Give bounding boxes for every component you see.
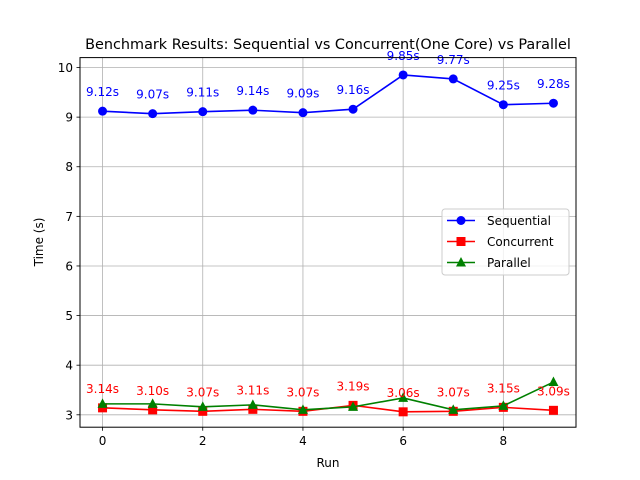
data-label: 3.09s — [537, 384, 570, 398]
y-tick-label: 6 — [65, 259, 73, 273]
square-marker — [148, 405, 158, 415]
data-label: 3.07s — [186, 385, 219, 399]
series-parallel — [97, 376, 559, 414]
triangle-marker — [456, 257, 466, 267]
y-tick-label: 7 — [65, 210, 73, 224]
data-label: 9.07s — [136, 88, 169, 102]
data-label: 9.11s — [186, 86, 219, 100]
data-label: 3.19s — [337, 379, 370, 393]
triangle-marker — [498, 400, 509, 410]
chart-title: Benchmark Results: Sequential vs Concurr… — [85, 37, 571, 53]
circle-marker — [298, 108, 308, 118]
y-tick-label: 9 — [65, 111, 73, 125]
data-label: 9.12s — [86, 85, 119, 99]
circle-marker — [348, 104, 358, 114]
data-label: 3.10s — [136, 384, 169, 398]
square-marker — [548, 405, 558, 415]
circle-marker — [198, 107, 208, 117]
data-labels: 9.12s 9.07s 9.11s 9.14s 9.09s 9.16s 9.85s 9.77s… — [86, 49, 570, 400]
triangle-marker — [448, 404, 459, 414]
series-layer — [97, 70, 559, 417]
square-marker — [398, 407, 408, 417]
y-tick-label: 10 — [58, 61, 73, 75]
legend: Sequential Concurrent Parallel — [441, 208, 570, 276]
circle-marker — [398, 70, 408, 80]
data-label: 9.25s — [487, 79, 520, 93]
circle-marker — [448, 74, 458, 84]
triangle-marker — [297, 404, 308, 414]
data-label: 9.09s — [286, 87, 319, 101]
x-tick-label: 4 — [299, 434, 307, 448]
data-label: 3.14s — [86, 382, 119, 396]
legend-label: Sequential — [487, 214, 551, 228]
triangle-marker — [348, 401, 359, 411]
circle-marker — [98, 106, 108, 116]
triangle-marker — [398, 392, 409, 402]
data-label: 9.14s — [236, 84, 269, 98]
y-tick-label: 5 — [65, 309, 73, 323]
x-axis-ticks: 0 2 4 6 8 — [99, 427, 507, 448]
data-label: 3.15s — [487, 381, 520, 395]
legend-item-concurrent: Concurrent — [447, 235, 554, 249]
square-marker — [456, 237, 466, 246]
x-tick-label: 8 — [500, 434, 508, 448]
y-axis-ticks: 3 4 5 6 7 8 9 10 — [58, 61, 80, 422]
x-tick-label: 2 — [199, 434, 207, 448]
triangle-marker — [147, 398, 158, 408]
triangle-marker — [247, 399, 258, 409]
y-axis-label: Time (s) — [32, 218, 46, 268]
y-tick-label: 3 — [65, 408, 73, 422]
square-marker — [248, 404, 258, 414]
x-axis-label: Run — [316, 456, 339, 470]
data-label: 3.06s — [387, 386, 420, 400]
x-tick-label: 6 — [399, 434, 407, 448]
legend-item-parallel: Parallel — [447, 256, 531, 270]
series-sequential — [98, 70, 558, 119]
data-label: 3.07s — [286, 385, 319, 399]
data-label: 9.28s — [537, 77, 570, 91]
y-tick-label: 4 — [65, 359, 73, 373]
data-label: 3.07s — [437, 385, 470, 399]
circle-marker — [456, 216, 466, 225]
circle-marker — [548, 98, 558, 108]
plot-frame — [79, 57, 577, 428]
circle-marker — [148, 109, 158, 119]
y-tick-label: 8 — [65, 160, 73, 174]
series-line — [102, 74, 554, 115]
legend-label: Concurrent — [487, 235, 554, 249]
data-label: 9.85s — [387, 49, 420, 63]
series-line — [102, 381, 554, 411]
data-label: 9.16s — [337, 83, 370, 97]
legend-box — [441, 208, 570, 276]
data-label: 9.77s — [437, 53, 470, 67]
triangle-marker — [197, 401, 208, 411]
circle-marker — [498, 100, 508, 110]
data-label: 3.11s — [236, 383, 269, 397]
triangle-marker — [548, 376, 559, 387]
x-tick-label: 0 — [99, 434, 107, 448]
triangle-marker — [97, 398, 108, 408]
circle-marker — [248, 105, 258, 115]
legend-item-sequential: Sequential — [447, 214, 551, 228]
legend-label: Parallel — [487, 256, 531, 270]
square-marker — [198, 406, 208, 416]
